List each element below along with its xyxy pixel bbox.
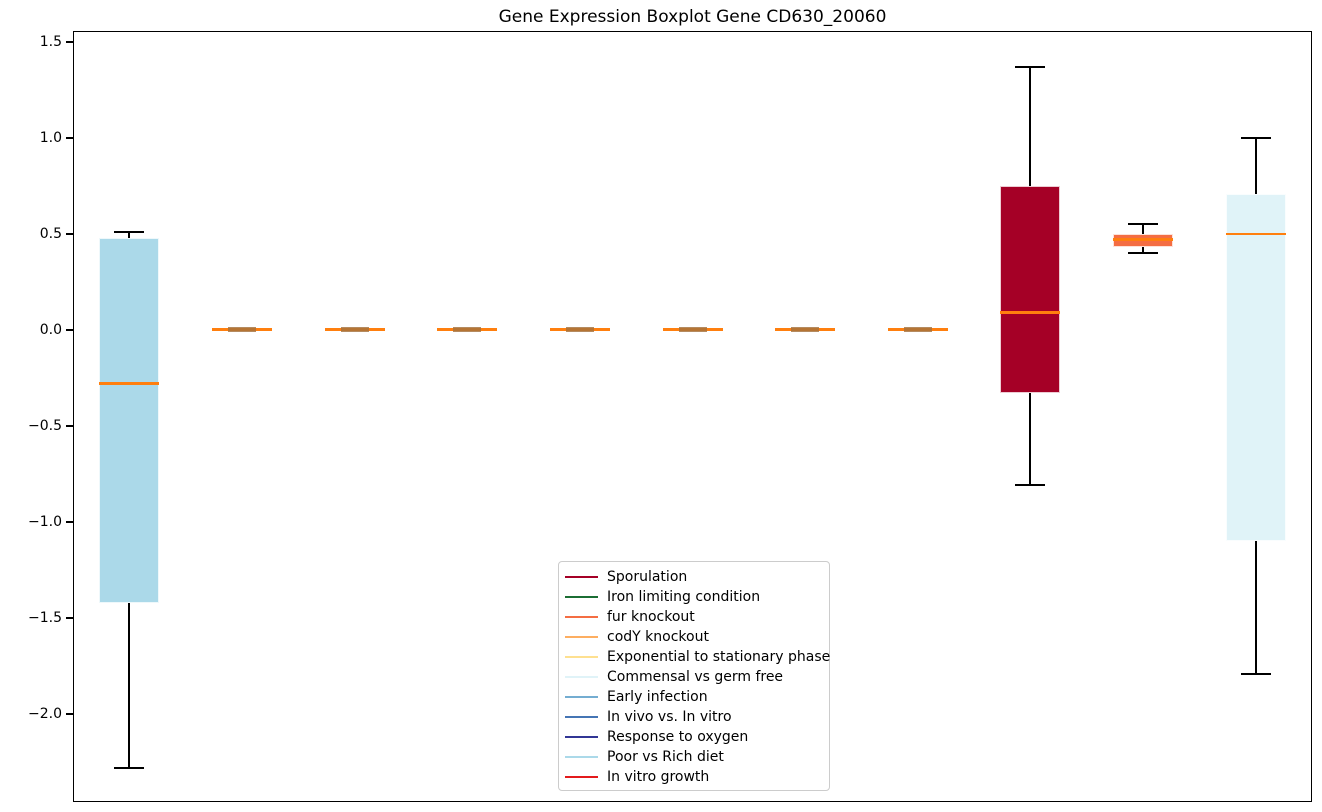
legend-label: In vitro growth — [607, 769, 710, 785]
y-tick-label: 1.0 — [39, 129, 62, 146]
legend-label: Exponential to stationary phase — [607, 649, 831, 665]
y-tick-label: −0.5 — [28, 417, 62, 434]
y-tick-label: 0.0 — [39, 321, 62, 338]
median-line — [1000, 311, 1061, 314]
y-tick-mark — [66, 137, 73, 139]
median-line — [1113, 238, 1174, 241]
lower-whisker-cap — [1240, 672, 1271, 675]
legend-swatch-icon — [565, 775, 598, 779]
lower-whisker-cap — [114, 766, 145, 769]
legend-swatch-icon — [565, 675, 598, 679]
legend-swatch-icon — [565, 575, 598, 579]
legend-swatch-icon — [565, 695, 598, 699]
legend-item-in-vivo-vs-in-vitro: In vivo vs. In vitro — [565, 707, 829, 727]
box-rect — [1225, 193, 1286, 542]
y-tick-label: 0.5 — [39, 225, 62, 242]
median-line — [99, 382, 160, 385]
legend-item-commensal-vs-germ-free: Commensal vs germ free — [565, 667, 829, 687]
legend-swatch-icon — [565, 615, 598, 619]
upper-whisker-cap — [114, 231, 145, 233]
y-tick-label: 1.5 — [39, 33, 62, 50]
whisker-cap — [678, 327, 707, 333]
median-line — [1225, 232, 1286, 236]
legend-swatch-icon — [565, 735, 598, 739]
upper-whisker-cap — [1015, 65, 1046, 68]
y-tick-mark — [66, 329, 73, 331]
y-tick-mark — [66, 617, 73, 619]
lower-whisker-cap — [1015, 484, 1046, 487]
legend-label: codY knockout — [607, 629, 709, 645]
upper-whisker — [1029, 66, 1032, 186]
legend-label: Poor vs Rich diet — [607, 749, 724, 765]
legend-swatch-icon — [565, 655, 598, 659]
legend-swatch-icon — [565, 595, 598, 599]
legend-item-sporulation: Sporulation — [565, 567, 829, 587]
lower-whisker — [1142, 247, 1145, 254]
legend: Sporulation Iron limiting condition fur kn… — [558, 561, 830, 791]
y-tick-mark — [66, 233, 73, 235]
lower-whisker — [1029, 393, 1032, 486]
legend-label: fur knockout — [607, 609, 695, 625]
lower-whisker — [1254, 541, 1257, 674]
upper-whisker-cap — [1128, 223, 1159, 226]
box-rect — [99, 237, 160, 603]
legend-item-early-infection: Early infection — [565, 687, 829, 707]
legend-item-poor-vs-rich-diet: Poor vs Rich diet — [565, 747, 829, 767]
y-tick-label: −1.5 — [28, 609, 62, 626]
lower-whisker-cap — [1128, 252, 1159, 255]
legend-item-in-vitro-growth: In vitro growth — [565, 767, 829, 787]
y-tick-label: −1.0 — [28, 513, 62, 530]
upper-whisker — [128, 232, 131, 238]
legend-label: Sporulation — [607, 569, 688, 585]
chart-title: Gene Expression Boxplot Gene CD630_20060 — [498, 7, 887, 27]
legend-label: In vivo vs. In vitro — [607, 709, 732, 725]
legend-swatch-icon — [565, 715, 598, 719]
whisker-cap — [903, 327, 932, 333]
legend-label: Iron limiting condition — [607, 589, 761, 605]
whisker-cap — [227, 327, 256, 333]
lower-whisker — [128, 602, 131, 768]
legend-item-iron-limiting-condition: Iron limiting condition — [565, 587, 829, 607]
legend-item-cody-knockout: codY knockout — [565, 627, 829, 647]
upper-whisker-cap — [1240, 136, 1271, 139]
upper-whisker — [1254, 137, 1257, 194]
legend-item-exponential-to-stationary-phase: Exponential to stationary phase — [565, 647, 831, 667]
legend-item-fur-knockout: fur knockout — [565, 607, 829, 627]
whisker-cap — [791, 327, 820, 333]
y-tick-mark — [66, 41, 73, 43]
box-rect — [1000, 185, 1061, 394]
legend-label: Response to oxygen — [607, 729, 749, 745]
legend-swatch-icon — [565, 635, 598, 639]
whisker-cap — [565, 327, 594, 333]
y-tick-mark — [66, 425, 73, 427]
legend-label: Commensal vs germ free — [607, 669, 784, 685]
legend-label: Early infection — [607, 689, 708, 705]
legend-swatch-icon — [565, 755, 598, 759]
y-tick-label: −2.0 — [28, 705, 62, 722]
whisker-cap — [340, 327, 369, 333]
upper-whisker — [1142, 224, 1145, 234]
whisker-cap — [453, 327, 482, 333]
y-tick-mark — [66, 521, 73, 523]
legend-item-response-to-oxygen: Response to oxygen — [565, 727, 829, 747]
y-tick-mark — [66, 713, 73, 715]
